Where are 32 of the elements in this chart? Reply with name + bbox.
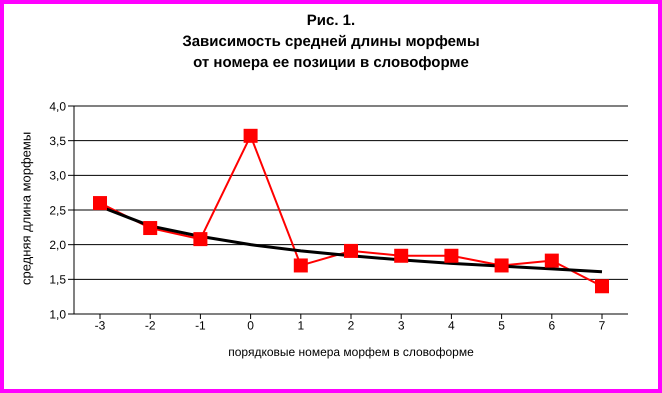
point [444,248,458,263]
point [143,221,158,236]
x-tick-label: -1 [195,318,206,333]
point [544,254,559,268]
chart-title: Рис. 1. Зависимость средней длины морфемы от номера ее позиции в словоформе [181,11,481,73]
x-tick-label: 6 [548,318,556,333]
x-tick-label: 1 [297,318,304,333]
point [244,128,258,143]
point [494,258,509,272]
y-tick-label: 1,0 [49,307,66,322]
y-tick-label: 1,5 [49,272,66,287]
point [595,279,609,294]
x-tick-label: 3 [398,318,405,333]
x-tick-label: -2 [144,318,156,333]
x-tick-label: 5 [498,318,506,333]
point [344,244,358,258]
y-tick-label: 3,5 [49,134,66,148]
x-tick-label: 4 [448,318,456,333]
y-tick-label: 2,0 [49,238,66,252]
point [93,196,107,210]
y-axis-title: средняя длина морфемы [18,132,34,285]
x-tick-label: 0 [247,318,254,333]
x-tick-label: 2 [348,318,355,333]
y-tick-label: 4,0 [49,99,66,114]
y-tick-label: 3,0 [49,168,66,183]
point [394,248,408,263]
x-tick-label: -3 [94,318,106,333]
point [294,258,308,272]
point [193,232,208,246]
x-tick-label: 7 [598,318,606,333]
y-tick-label: 2,5 [49,203,66,218]
x-axis-title: порядковые номера морфем в словоформе [228,345,474,359]
